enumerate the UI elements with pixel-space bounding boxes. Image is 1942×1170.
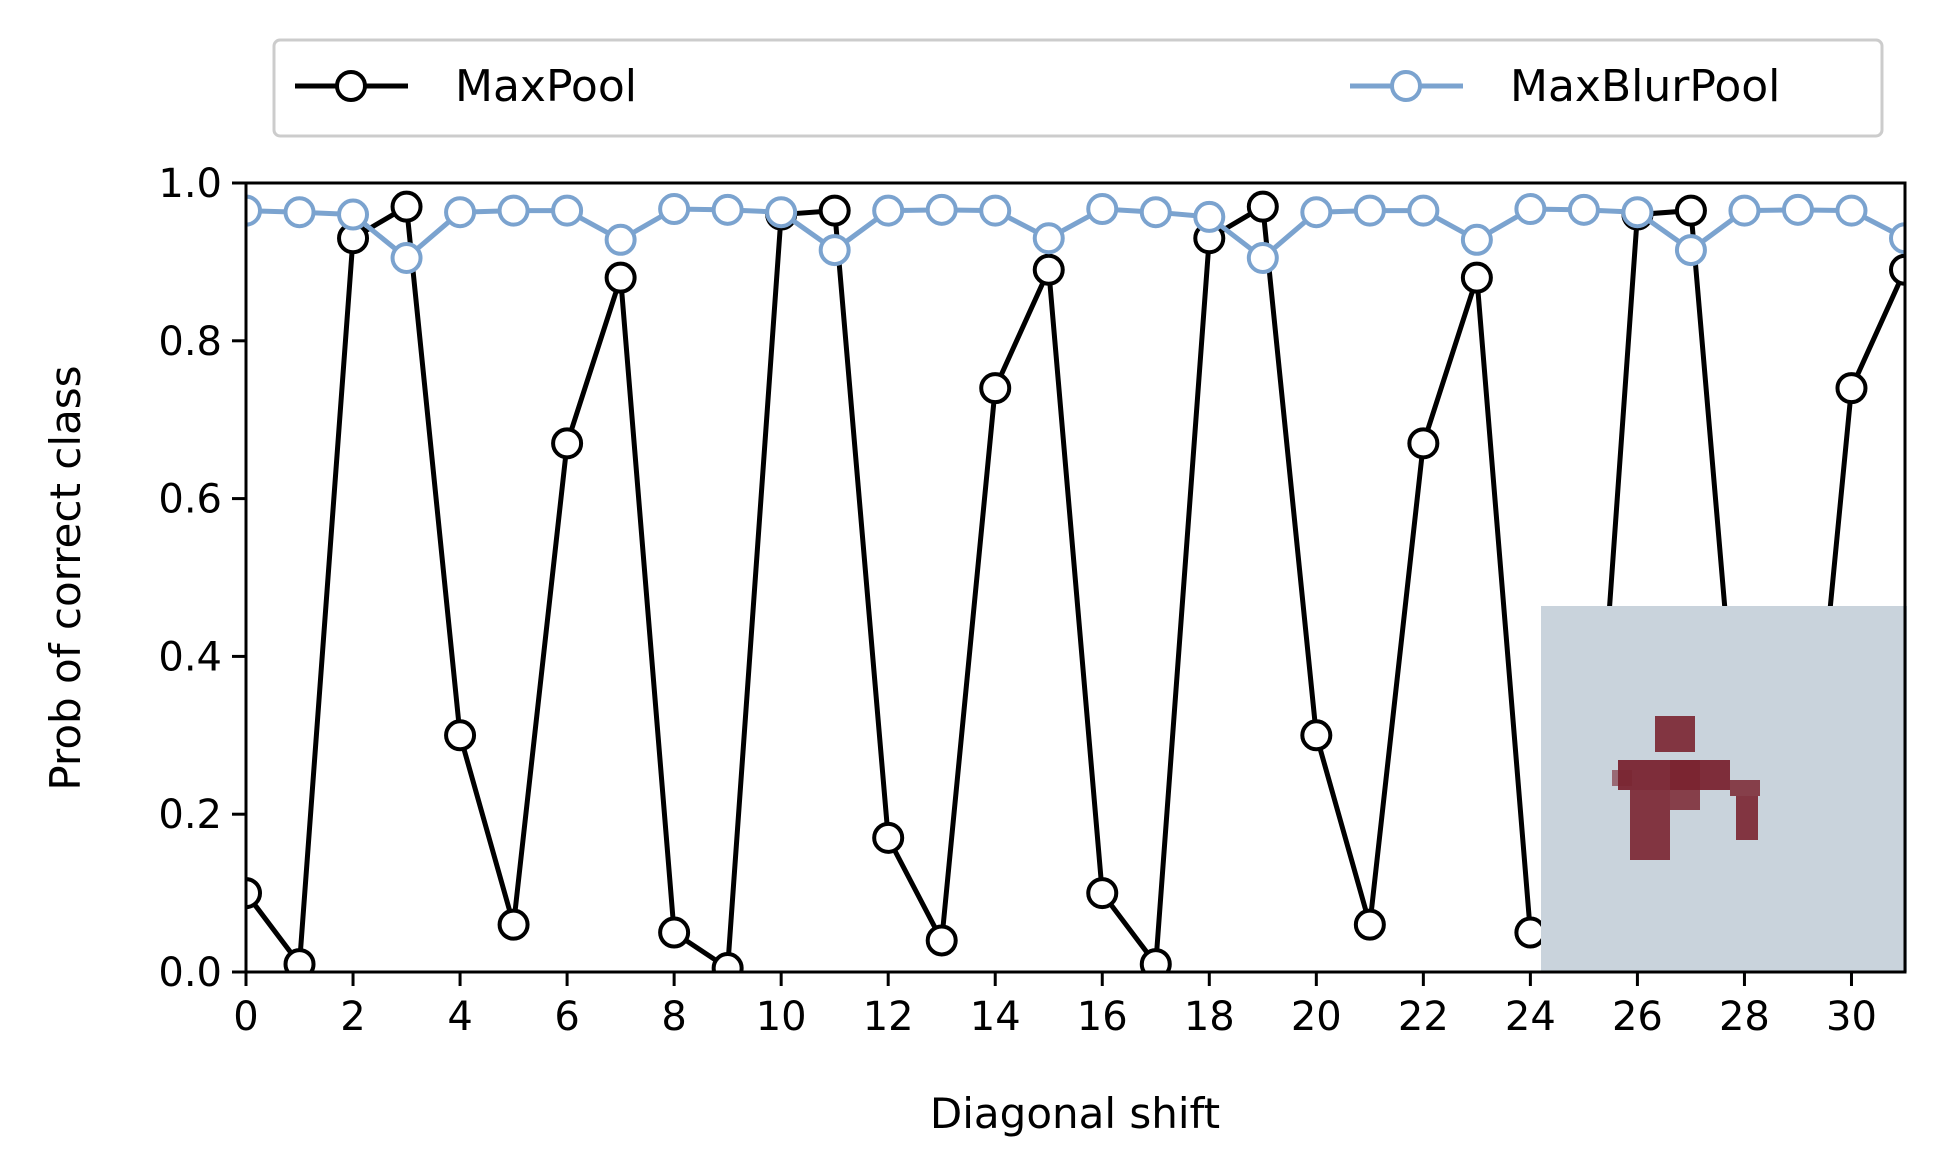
data-point-maxblurpool: [1032, 222, 1065, 255]
x-tick-label: 16: [1077, 994, 1128, 1040]
data-point-maxpool: [604, 261, 637, 294]
data-point-maxblurpool: [1246, 241, 1279, 274]
x-tick-label: 10: [756, 994, 807, 1040]
data-point-maxblurpool: [246, 194, 262, 227]
data-point-maxblurpool: [497, 194, 530, 227]
legend: MaxPool MaxBlurPool: [272, 38, 1884, 138]
plot-frame: [244, 181, 1907, 974]
data-point-maxblurpool: [1407, 194, 1440, 227]
y-tick-label: 0.0: [158, 950, 222, 996]
data-point-maxblurpool: [1781, 193, 1814, 226]
data-point-maxblurpool: [1621, 196, 1654, 229]
data-point-maxblurpool: [283, 196, 316, 229]
data-point-maxblurpool: [658, 193, 691, 226]
data-point-maxpool: [1246, 190, 1279, 223]
airplane-thumbnail-icon: [1612, 716, 1760, 860]
data-point-maxblurpool: [818, 234, 851, 267]
x-tick-label: 28: [1719, 994, 1770, 1040]
series-line-maxblurpool: [246, 206, 1905, 261]
legend-label-maxpool: MaxPool: [455, 61, 637, 112]
data-point-maxpool: [1407, 427, 1440, 460]
data-point-maxblurpool: [711, 193, 744, 226]
data-point-maxpool: [1889, 253, 1905, 286]
data-point-maxblurpool: [979, 194, 1012, 227]
data-point-maxpool: [925, 924, 958, 957]
data-point-maxpool: [1300, 719, 1333, 752]
inset-image: [1541, 606, 1907, 972]
x-tick-label: 12: [863, 994, 914, 1040]
data-point-maxpool: [1086, 877, 1119, 910]
data-point-maxblurpool: [1567, 193, 1600, 226]
legend-item-maxblurpool: MaxBlurPool: [1350, 61, 1780, 112]
data-point-maxpool: [979, 372, 1012, 405]
data-point-maxpool: [872, 821, 905, 854]
y-tick-label: 0.6: [158, 477, 222, 523]
data-point-maxblurpool: [1889, 222, 1905, 255]
data-point-maxpool: [1835, 372, 1868, 405]
data-point-maxblurpool: [444, 196, 477, 229]
data-point-maxblurpool: [337, 198, 370, 231]
legend-item-maxpool: MaxPool: [295, 61, 637, 112]
x-tick-label: 0: [233, 994, 258, 1040]
x-axis: 0 2 4 6 8 10 12 14 16 18 20 22 24 26 28 30: [233, 972, 1877, 1040]
x-tick-label: 18: [1184, 994, 1235, 1040]
data-point-maxblurpool: [1835, 194, 1868, 227]
data-point-maxpool: [246, 877, 262, 910]
y-tick-label: 0.4: [158, 634, 222, 680]
y-axis-title: Prob of correct class: [41, 365, 90, 790]
x-tick-label: 22: [1398, 994, 1449, 1040]
data-point-maxpool: [711, 952, 744, 972]
data-point-maxblurpool: [1139, 196, 1172, 229]
data-point-maxpool: [497, 908, 530, 941]
data-point-maxpool: [283, 948, 316, 972]
data-point-maxpool: [444, 719, 477, 752]
y-tick-label: 0.8: [158, 319, 222, 365]
data-point-maxpool: [1139, 948, 1172, 972]
x-tick-label: 26: [1612, 994, 1663, 1040]
data-point-maxblurpool: [1460, 223, 1493, 256]
data-point-maxblurpool: [872, 194, 905, 227]
data-point-maxpool: [658, 916, 691, 949]
data-point-maxpool: [390, 190, 423, 223]
data-point-maxpool: [551, 427, 584, 460]
data-point-maxblurpool: [1514, 193, 1547, 226]
legend-marker-maxblurpool: [1390, 70, 1422, 102]
x-tick-label: 30: [1826, 994, 1877, 1040]
legend-marker-maxpool: [335, 70, 367, 102]
y-tick-label: 0.2: [158, 792, 222, 838]
x-tick-label: 2: [340, 994, 365, 1040]
x-tick-label: 14: [970, 994, 1021, 1040]
data-point-maxblurpool: [1086, 193, 1119, 226]
data-point-maxpool: [818, 194, 851, 227]
data-point-maxblurpool: [1728, 194, 1761, 227]
data-point-maxblurpool: [765, 196, 798, 229]
data-point-maxblurpool: [390, 241, 423, 274]
legend-label-maxblurpool: MaxBlurPool: [1510, 61, 1780, 112]
series-layer: [246, 190, 1905, 972]
y-axis: 0.0 0.2 0.4 0.6 0.8 1.0: [158, 161, 246, 996]
data-point-maxpool: [1032, 253, 1065, 286]
x-axis-title: Diagonal shift: [930, 1089, 1220, 1138]
x-tick-label: 24: [1505, 994, 1556, 1040]
data-point-maxblurpool: [1674, 234, 1707, 267]
x-tick-label: 20: [1291, 994, 1342, 1040]
y-tick-label: 1.0: [158, 161, 222, 207]
data-point-maxpool: [1353, 908, 1386, 941]
x-tick-label: 4: [447, 994, 472, 1040]
legend-frame: [272, 38, 1884, 138]
x-tick-label: 8: [661, 994, 686, 1040]
data-point-maxpool: [1460, 261, 1493, 294]
data-point-maxblurpool: [1300, 196, 1333, 229]
data-point-maxblurpool: [1193, 200, 1226, 233]
data-point-maxblurpool: [925, 193, 958, 226]
data-point-maxblurpool: [604, 223, 637, 256]
data-point-maxblurpool: [1353, 194, 1386, 227]
x-tick-label: 6: [554, 994, 579, 1040]
series-line-maxpool: [246, 204, 1905, 971]
data-point-maxpool: [1674, 194, 1707, 227]
data-point-maxblurpool: [551, 194, 584, 227]
data-point-maxpool: [1514, 916, 1547, 949]
